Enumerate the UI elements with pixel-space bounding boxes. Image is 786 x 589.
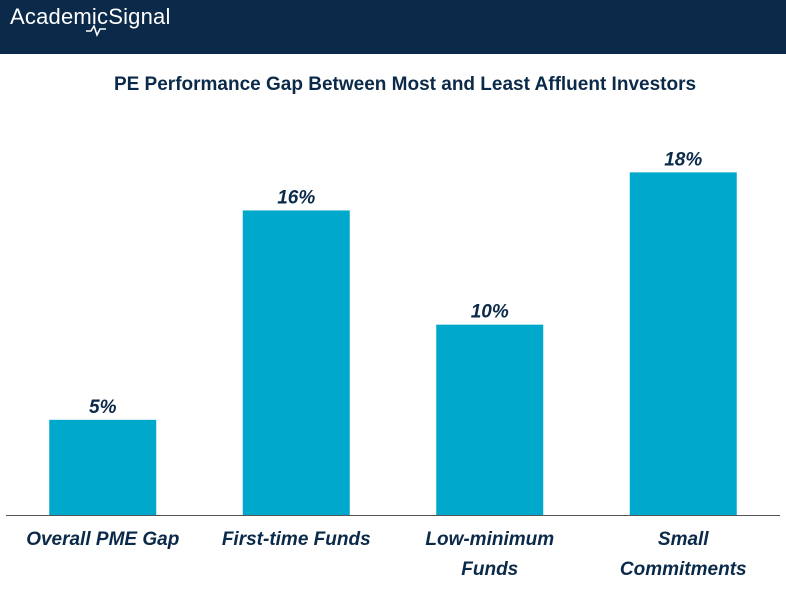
logo-text-academic: Academic [10,4,109,29]
category-label-2-0: Low-minimum [425,529,554,550]
data-label-0: 5% [89,397,117,418]
bar-2 [436,324,544,515]
category-label-2-1: Funds [461,559,518,580]
bar-0 [49,419,157,515]
chart-title: PE Performance Gap Between Most and Leas… [113,74,697,95]
bar-3 [629,172,737,515]
category-label-1-0: First-time Funds [222,529,371,550]
data-label-2: 10% [471,302,509,323]
category-label-3-1: Commitments [620,559,747,580]
bar-1 [242,210,350,515]
data-label-1: 16% [277,187,315,208]
academic-signal-logo: Academic Signal [10,4,171,37]
logo-text-signal: Signal [108,4,171,29]
category-label-3-0: Small [658,529,709,550]
header-bar: Academic Signal [0,0,786,54]
data-label-3: 18% [664,149,702,170]
category-label-0-0: Overall PME Gap [26,529,179,550]
